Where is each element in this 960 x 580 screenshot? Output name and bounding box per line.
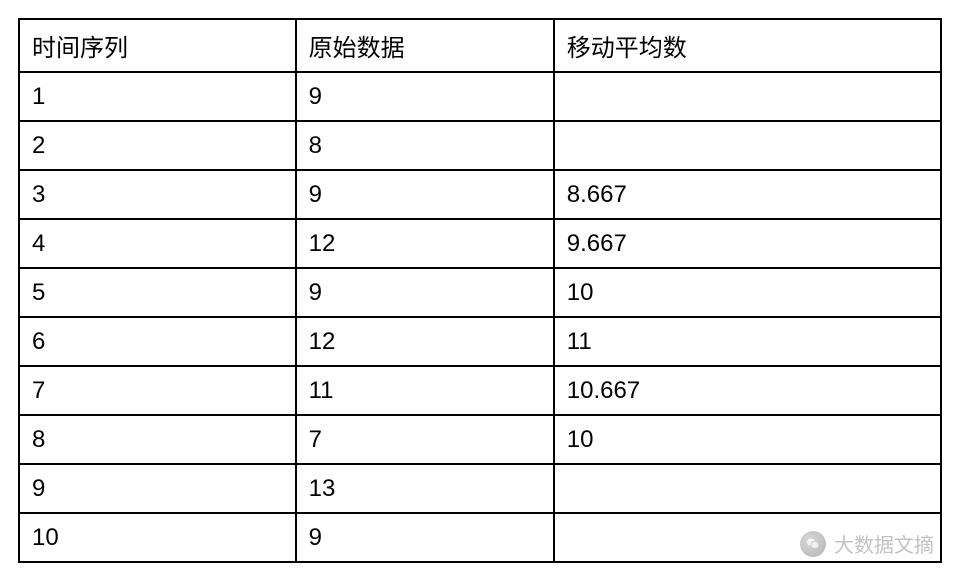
cell-time: 6 [19,317,296,366]
cell-raw: 9 [296,513,554,562]
cell-avg: 10 [554,415,941,464]
cell-avg [554,72,941,121]
table-row: 9 13 [19,464,941,513]
col-header-moving-average: 移动平均数 [554,19,941,72]
table-row: 7 11 10.667 [19,366,941,415]
cell-time: 4 [19,219,296,268]
cell-raw: 13 [296,464,554,513]
cell-time: 8 [19,415,296,464]
cell-avg [554,121,941,170]
cell-time: 10 [19,513,296,562]
table-row: 4 12 9.667 [19,219,941,268]
cell-avg [554,464,941,513]
cell-avg: 8.667 [554,170,941,219]
watermark: 大数据文摘 [800,529,934,558]
cell-raw: 9 [296,170,554,219]
cell-time: 7 [19,366,296,415]
table-header-row: 时间序列 原始数据 移动平均数 [19,19,941,72]
table-row: 2 8 [19,121,941,170]
cell-time: 1 [19,72,296,121]
cell-time: 5 [19,268,296,317]
cell-time: 2 [19,121,296,170]
table-row: 8 7 10 [19,415,941,464]
cell-avg: 10 [554,268,941,317]
table-row: 6 12 11 [19,317,941,366]
moving-average-table: 时间序列 原始数据 移动平均数 1 9 2 8 3 9 8.667 4 12 9… [18,18,942,563]
cell-time: 3 [19,170,296,219]
cell-raw: 9 [296,268,554,317]
cell-avg: 10.667 [554,366,941,415]
col-header-raw-data: 原始数据 [296,19,554,72]
table-row: 5 9 10 [19,268,941,317]
col-header-time-series: 时间序列 [19,19,296,72]
table-row: 1 9 [19,72,941,121]
wechat-icon [800,531,826,557]
cell-raw: 7 [296,415,554,464]
cell-raw: 8 [296,121,554,170]
cell-raw: 9 [296,72,554,121]
cell-time: 9 [19,464,296,513]
watermark-text: 大数据文摘 [834,529,934,558]
cell-avg: 11 [554,317,941,366]
table-row: 3 9 8.667 [19,170,941,219]
cell-raw: 12 [296,219,554,268]
cell-avg: 9.667 [554,219,941,268]
cell-raw: 12 [296,317,554,366]
cell-raw: 11 [296,366,554,415]
